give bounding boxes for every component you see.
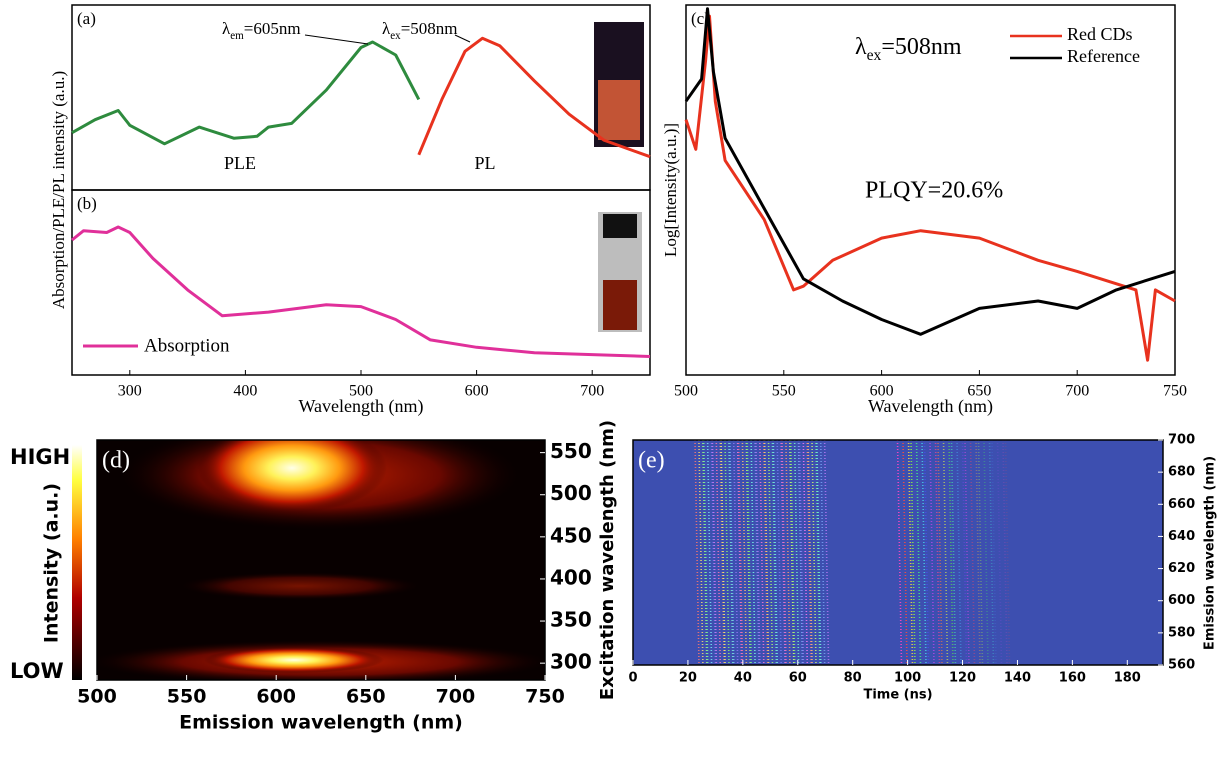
x-tick-label: 140	[1004, 671, 1031, 686]
peak	[204, 647, 384, 673]
panel-label: (b)	[77, 194, 97, 213]
x-tick-label: 500	[77, 686, 117, 708]
series-line	[417, 36, 651, 159]
x-tick-label: 700	[436, 686, 476, 708]
x-tick-label: 550	[772, 383, 796, 400]
x-tick-label: 600	[465, 383, 489, 400]
x-tick-label: 80	[844, 671, 862, 686]
vial-glow	[598, 80, 640, 140]
x-tick-label: 650	[967, 383, 991, 400]
annotation-part: em	[230, 30, 244, 42]
y-tick-label: 660	[1168, 497, 1195, 512]
plot-frame	[632, 439, 1164, 666]
colorbar	[72, 445, 82, 680]
y-tick-label: 560	[1168, 658, 1195, 673]
y-tick-label: 700	[1168, 433, 1195, 448]
y-tick-label: 620	[1168, 561, 1195, 576]
vial-liquid	[603, 280, 637, 330]
y-tick-label: 400	[550, 565, 592, 589]
x-tick-label: 600	[256, 686, 296, 708]
series-line	[71, 40, 421, 146]
y-tick-label: 580	[1168, 625, 1195, 640]
annotation-part: =508nm	[401, 19, 458, 38]
plot-frame	[685, 4, 1176, 376]
y-axis-title: Absorption/PLE/PL intensity (a.u.)	[49, 71, 68, 309]
heatmap	[97, 440, 545, 680]
x-tick-label: 750	[1163, 383, 1187, 400]
annotation-part: =605nm	[244, 19, 301, 38]
y-tick-label: 600	[1168, 593, 1195, 608]
x-tick-label: 160	[1059, 671, 1086, 686]
vial-cap	[603, 214, 637, 238]
x-tick-label: 100	[894, 671, 921, 686]
annotation: λex=508nm	[855, 34, 962, 65]
colorbar-title: Intensity (a.u.)	[41, 483, 63, 643]
panel-label: (a)	[77, 9, 96, 28]
heatmap-bg	[633, 440, 1163, 665]
annotation-part: λ	[382, 19, 391, 38]
x-axis-title: Wavelength (nm)	[298, 396, 423, 417]
annotation-part: =508nm	[881, 34, 962, 60]
x-tick-label: 700	[580, 383, 604, 400]
colorbar-high: HIGH	[10, 445, 70, 469]
x-tick-label: 20	[679, 671, 697, 686]
x-tick-label: 750	[525, 686, 565, 708]
x-tick-label: 40	[734, 671, 752, 686]
x-tick-label: 300	[118, 383, 142, 400]
glow	[180, 572, 420, 600]
x-axis-title: Time (ns)	[863, 688, 932, 703]
annotation-part: ex	[867, 47, 882, 64]
x-tick-label: 500	[349, 383, 373, 400]
y-tick-label: 680	[1168, 465, 1195, 480]
x-tick-label: 120	[949, 671, 976, 686]
y-tick-label: 550	[550, 439, 592, 463]
arrow	[454, 34, 471, 43]
x-tick-label: 180	[1114, 671, 1141, 686]
x-tick-label: 60	[789, 671, 807, 686]
annotation: λem=605nm	[222, 19, 301, 42]
x-axis-title: Emission wavelength (nm)	[179, 712, 463, 734]
plot-frame	[71, 4, 651, 191]
y-axis-title: Excitation wavelength (nm)	[597, 420, 618, 700]
series-label: PLE	[224, 153, 256, 173]
x-tick-label: 700	[1065, 383, 1089, 400]
x-tick-label: 550	[167, 686, 207, 708]
plot-frame	[96, 439, 546, 681]
series-line	[684, 7, 1176, 336]
colorbar-low: LOW	[10, 659, 64, 683]
peak	[197, 440, 387, 513]
arrow	[304, 34, 369, 45]
x-tick-label: 500	[674, 383, 698, 400]
y-tick-label: 640	[1168, 529, 1195, 544]
legend-label: Absorption	[144, 335, 230, 356]
annotation: λex=508nm	[382, 19, 458, 42]
y-axis-title: Log[Intensity(a.u.)]	[661, 123, 680, 257]
annotation-part: ex	[390, 30, 401, 42]
y-tick-label: 500	[550, 481, 592, 505]
x-tick-label: 600	[870, 383, 894, 400]
x-tick-label: 0	[628, 671, 637, 686]
panel-label: (e)	[638, 448, 665, 474]
x-axis-title: Wavelength (nm)	[868, 396, 993, 417]
x-tick-label: 650	[346, 686, 386, 708]
annotation: PLQY=20.6%	[865, 178, 1003, 204]
series-line	[71, 225, 651, 358]
annotation-part: λ	[222, 19, 231, 38]
annotation-part: λ	[855, 34, 867, 60]
panel-label: (d)	[102, 448, 130, 474]
legend-label: Reference	[1067, 46, 1140, 66]
y-tick-label: 350	[550, 608, 592, 632]
y-tick-label: 300	[550, 650, 592, 674]
y-tick-label: 450	[550, 523, 592, 547]
legend-label: Red CDs	[1067, 24, 1133, 44]
y-axis-title: Emission wavelength (nm)	[1203, 456, 1218, 650]
x-tick-label: 400	[233, 383, 257, 400]
series-label: PL	[474, 153, 495, 173]
